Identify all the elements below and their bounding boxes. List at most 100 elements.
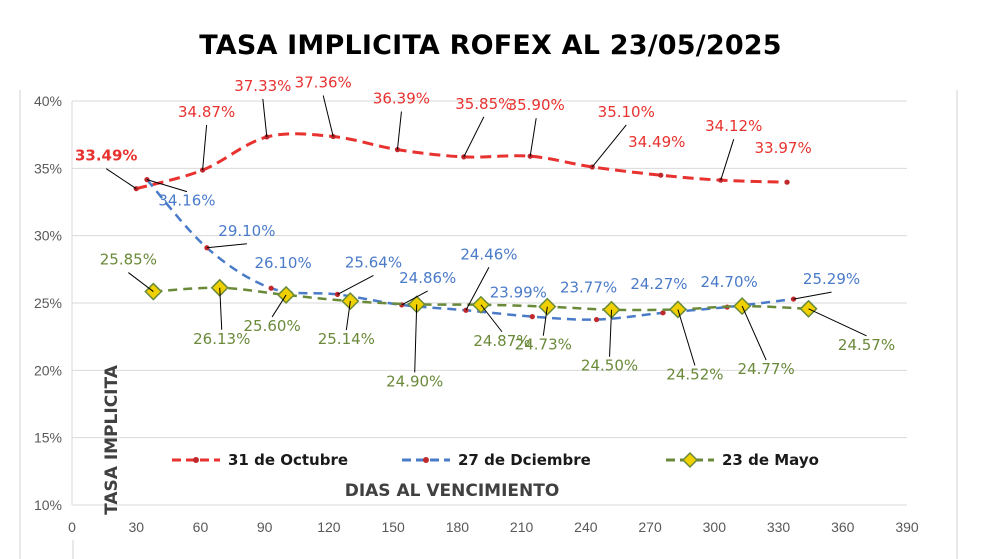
y-tick-label: 10% [34, 497, 62, 513]
chart-title: TASA IMPLICITA ROFEX AL 23/05/2025 [199, 30, 782, 61]
legend-marker [423, 457, 429, 463]
data-label: 33.49% [75, 147, 137, 165]
cropped-edge-artifacts [19, 90, 958, 559]
leader-line [463, 116, 485, 158]
data-point-marker [529, 314, 535, 320]
x-tick-label: 210 [510, 519, 534, 535]
data-point-marker [784, 179, 790, 185]
leader-line [271, 294, 287, 318]
leader-line [808, 308, 867, 337]
leader-line [480, 304, 503, 333]
leader-line [322, 95, 334, 137]
data-labels-layer: 33.49% 34.87% 37.33% 37.36% 36.39% 35.85%35.9… [75, 74, 895, 391]
y-tick-label: 25% [34, 295, 62, 311]
y-tick-label: 40% [34, 93, 62, 109]
data-label: 33.97% [755, 139, 812, 157]
leader-line [741, 305, 767, 361]
legend-label: 23 de Mayo [722, 451, 819, 469]
x-tick-label: 300 [703, 519, 727, 535]
data-label: 34.87% [178, 103, 235, 121]
y-tick-label: 35% [34, 160, 62, 176]
leader-line [591, 124, 627, 168]
leader-line [720, 139, 735, 181]
data-label: 36.39% [373, 90, 430, 108]
y-axis-title: TASA IMPLICITA [102, 364, 122, 515]
data-label: 25.14% [318, 330, 375, 348]
leader-line [542, 306, 548, 336]
leader-line [401, 290, 428, 306]
series-layer [133, 132, 818, 323]
leader-line [219, 287, 223, 330]
x-tick-label: 360 [831, 519, 855, 535]
series-line-0 [135, 132, 788, 191]
x-axis-title: DIAS AL VENCIMIENTO [345, 481, 560, 501]
leader-line [414, 304, 418, 373]
y-tick-label: 20% [34, 362, 62, 378]
data-label: 25.29% [803, 270, 860, 288]
x-tick-label: 90 [257, 519, 273, 535]
series-line-2 [153, 286, 809, 312]
data-label: 24.46% [460, 245, 517, 263]
leader-line [396, 111, 402, 150]
data-label: 37.33% [234, 77, 291, 95]
leader-line [146, 179, 188, 193]
x-tick-label: 0 [68, 519, 76, 535]
data-label: 23.77% [560, 279, 617, 297]
data-label: 26.10% [255, 254, 312, 272]
x-axis-ticks: 0 30 60 90 120 150 180 210 240 270 300 330 360 390 [68, 519, 919, 535]
data-label: 34.16% [158, 192, 215, 210]
data-label: 24.27% [630, 275, 687, 293]
data-label: 34.49% [628, 133, 685, 151]
data-point-marker [660, 310, 666, 316]
axis-titles: DIAS AL VENCIMIENTO TASA IMPLICITA [102, 364, 559, 515]
data-label: 24.77% [738, 360, 795, 378]
x-tick-label: 270 [638, 519, 662, 535]
x-tick-label: 330 [767, 519, 791, 535]
leader-line [337, 274, 374, 295]
data-label: 24.50% [581, 357, 638, 375]
data-label: 29.10% [218, 222, 275, 240]
data-label: 24.57% [838, 336, 895, 354]
legend-label: 27 de Dciembre [458, 451, 591, 469]
gridlines [71, 100, 907, 506]
data-label: 25.60% [244, 317, 301, 335]
y-axis-ticks: 10% 15% 20% 25% 30% 35% 40% [34, 93, 62, 513]
data-label: 24.52% [666, 365, 723, 383]
data-label: 25.85% [100, 251, 157, 269]
leader-line [206, 243, 247, 249]
data-label: 35.10% [598, 103, 655, 121]
leader-line [202, 125, 208, 171]
legend-marker [193, 457, 199, 463]
data-label: 37.36% [295, 74, 352, 92]
data-label: 24.87% [473, 332, 530, 350]
y-tick-label: 15% [34, 430, 62, 446]
legend: 31 de Octubre 27 de Dciembre 23 de Mayo [172, 451, 819, 469]
legend-label: 31 de Octubre [228, 451, 348, 469]
leader-line [793, 291, 832, 300]
leader-line [609, 309, 613, 357]
x-tick-label: 30 [128, 519, 144, 535]
leader-line [105, 168, 137, 190]
x-tick-label: 120 [317, 519, 341, 535]
x-tick-label: 240 [574, 519, 598, 535]
leader-line [262, 98, 268, 138]
data-label: 35.85% [455, 95, 512, 113]
data-label: 24.90% [386, 372, 443, 390]
leader-line [677, 309, 696, 366]
x-tick-label: 390 [895, 519, 919, 535]
data-label: 23.99% [490, 284, 547, 302]
leader-line [345, 301, 351, 331]
x-tick-label: 60 [193, 519, 209, 535]
leader-line [465, 267, 490, 311]
data-label: 35.90% [508, 96, 565, 114]
data-label: 26.13% [193, 330, 250, 348]
data-label: 24.86% [399, 269, 456, 287]
data-point-marker [268, 285, 274, 291]
x-tick-label: 180 [446, 519, 470, 535]
y-tick-label: 30% [34, 228, 62, 244]
data-point-marker [144, 177, 150, 183]
legend-marker [681, 451, 699, 469]
data-point-marker [593, 316, 600, 323]
leader-line [128, 272, 154, 292]
data-label: 25.64% [345, 253, 402, 271]
